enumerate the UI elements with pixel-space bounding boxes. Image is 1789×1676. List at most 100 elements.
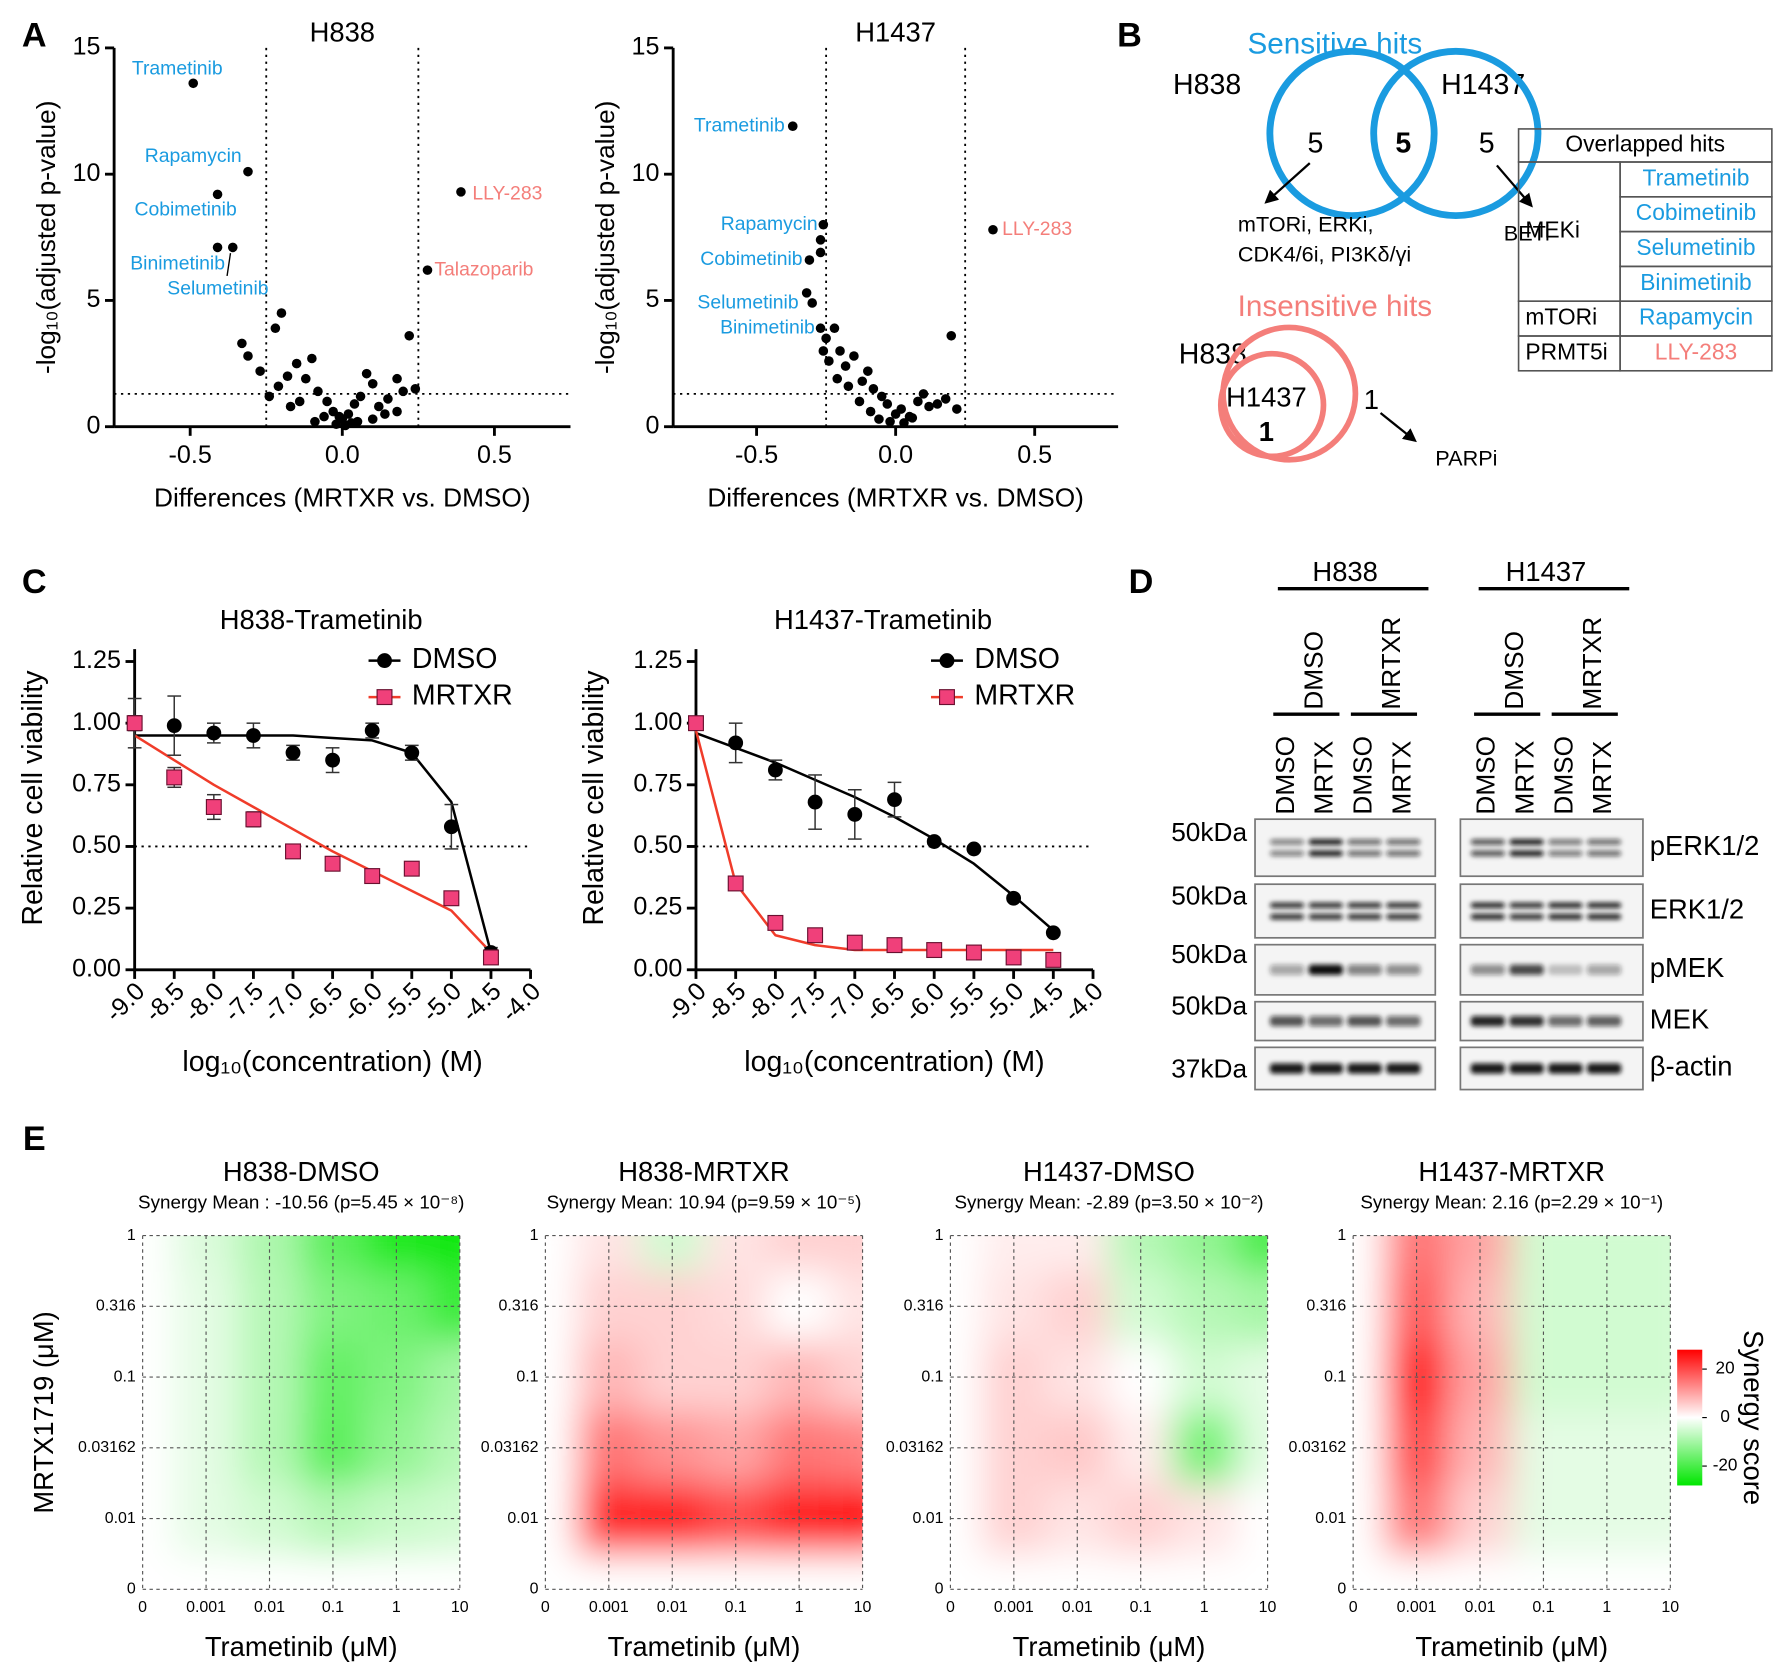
blot-frame — [1254, 818, 1437, 878]
y-tick-label: 0 — [646, 411, 660, 439]
group-label: H1437 — [1506, 556, 1587, 587]
lane-label: DMSO — [1270, 736, 1300, 815]
legend-label: DMSO — [974, 643, 1060, 675]
lane-label: MRTX — [1587, 741, 1617, 815]
point — [863, 366, 873, 376]
point — [815, 235, 826, 245]
treatment-label: MRTXR — [1376, 617, 1406, 710]
band — [1470, 1063, 1505, 1074]
y-tick-label: 0.75 — [633, 769, 682, 797]
y-tick-label: 0 — [86, 411, 100, 439]
band — [1509, 1015, 1544, 1027]
venn-note: mTORi, ERKi, — [1238, 212, 1374, 237]
point — [456, 187, 466, 197]
y-tick-label: 15 — [73, 33, 101, 61]
bands — [1269, 1015, 1622, 1027]
fit-curve — [133, 734, 492, 954]
heat-cell — [950, 1553, 983, 1590]
marker — [846, 934, 863, 951]
protein-label: β-actin — [1650, 1051, 1733, 1082]
panel-label: B — [1117, 17, 1142, 55]
marker — [767, 762, 783, 778]
band — [1269, 839, 1305, 845]
y-axis-label: -log₁₀(adjusted p-value) — [31, 101, 61, 374]
y-tick-label: 1.25 — [72, 646, 121, 674]
point — [383, 394, 393, 404]
band — [1386, 1063, 1421, 1074]
point — [924, 401, 934, 412]
table-header: Overlapped hits — [1565, 130, 1725, 156]
point — [876, 391, 887, 402]
lane-label: DMSO — [1548, 736, 1578, 815]
x-axis-label: Trametinib (μM) — [608, 1631, 801, 1662]
point — [865, 406, 876, 417]
x-tick-label: 0 — [138, 1599, 147, 1616]
band — [1347, 1015, 1382, 1027]
point — [918, 389, 929, 399]
fit-curve — [134, 734, 493, 953]
band — [1386, 964, 1421, 975]
marker-label: 50kDa — [1171, 817, 1247, 847]
chart-title: H838 — [310, 16, 375, 47]
marker — [166, 718, 182, 734]
x-tick-label: 0.1 — [322, 1599, 344, 1616]
marker — [728, 735, 744, 751]
point — [319, 411, 329, 422]
point-label: Talazoparib — [434, 258, 533, 280]
heat-cell — [142, 1235, 175, 1272]
heatmap-cells — [950, 1235, 1268, 1590]
marker-label: 50kDa — [1171, 990, 1247, 1020]
band — [1347, 964, 1382, 975]
chart-title: H1437-DMSO — [1023, 1156, 1195, 1187]
panel-label: A — [22, 17, 47, 55]
venn-count: 5 — [1479, 127, 1495, 159]
band — [1347, 850, 1382, 857]
marker — [966, 841, 982, 857]
x-tick-label: 1 — [392, 1599, 401, 1616]
point — [243, 166, 253, 177]
y-tick-label: 0 — [127, 1581, 136, 1598]
point — [907, 413, 918, 423]
point — [270, 323, 281, 334]
x-tick-label: 0.01 — [1464, 1599, 1495, 1616]
point — [367, 378, 378, 389]
marker — [807, 927, 824, 944]
protein-label: pMEK — [1650, 952, 1725, 983]
x-tick-label: 0.01 — [254, 1599, 285, 1616]
marker — [205, 799, 222, 815]
x-axis-label: Differences (MRTXR vs. DMSO) — [154, 483, 531, 513]
blot-frame — [1459, 818, 1644, 878]
point — [273, 381, 284, 392]
legend-marker — [938, 689, 955, 706]
colorbar — [1677, 1349, 1703, 1486]
heat-cell — [545, 1235, 578, 1272]
marker — [246, 728, 261, 743]
y-tick-label: 0.50 — [72, 831, 121, 859]
point — [410, 384, 421, 394]
point — [854, 396, 865, 407]
arrow — [1379, 412, 1417, 443]
venn-count: 1 — [1259, 416, 1274, 447]
point — [940, 394, 951, 404]
band — [1548, 1063, 1583, 1074]
point — [227, 242, 238, 253]
point — [398, 386, 408, 397]
band — [1269, 850, 1305, 857]
band — [1269, 913, 1305, 920]
chart-subtitle: Synergy Mean: 2.16 (p=2.29 × 10⁻¹) — [1360, 1192, 1663, 1213]
point — [392, 373, 402, 384]
point — [885, 416, 895, 427]
heat-cell — [950, 1235, 983, 1272]
y-tick-label: 5 — [86, 285, 100, 313]
y-tick-label: 0.03162 — [1289, 1439, 1347, 1456]
band — [1470, 839, 1505, 845]
y-tick-label: 1 — [935, 1227, 944, 1244]
bands — [1269, 964, 1622, 975]
leader-line — [226, 253, 232, 277]
point — [255, 366, 265, 376]
y-tick-label: 0.01 — [1315, 1510, 1346, 1527]
chart-title: H838-MRTXR — [618, 1156, 789, 1187]
y-tick-label: 1.00 — [633, 708, 682, 736]
point — [349, 399, 360, 409]
fit-curve — [694, 730, 1054, 952]
